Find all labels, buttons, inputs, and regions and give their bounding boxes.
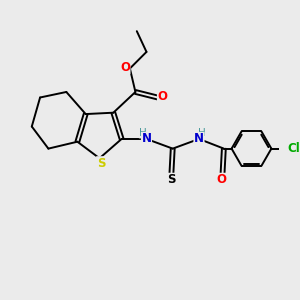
Text: H: H [198, 128, 206, 138]
Text: O: O [158, 90, 167, 103]
Text: S: S [167, 173, 176, 186]
Text: H: H [139, 128, 147, 138]
Text: N: N [142, 132, 152, 146]
Text: S: S [97, 157, 105, 170]
Text: Cl: Cl [288, 142, 300, 155]
Text: O: O [216, 173, 226, 186]
Text: O: O [120, 61, 130, 74]
Text: N: N [194, 132, 204, 146]
